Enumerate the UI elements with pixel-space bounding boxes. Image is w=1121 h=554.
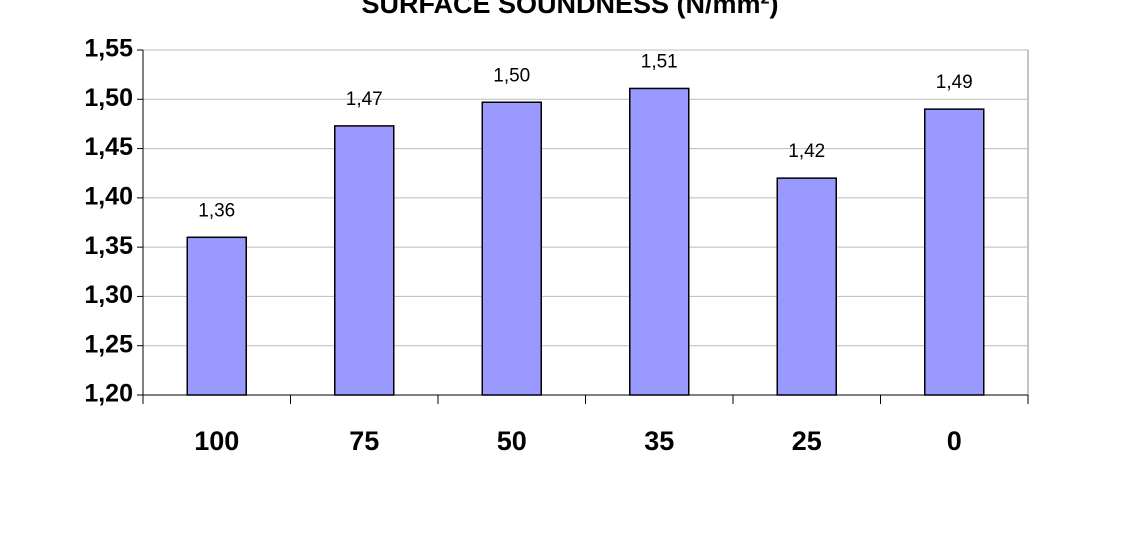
value-label: 1,49: [936, 72, 973, 93]
plot-area: [142, 49, 1029, 396]
y-tick-label: 1,45: [84, 133, 133, 161]
x-tick-label: 25: [792, 426, 822, 456]
y-tick-label: 1,55: [84, 35, 133, 63]
x-tick-label: 35: [644, 426, 674, 456]
y-tick-label: 1,50: [84, 84, 133, 112]
y-tick-label: 1,20: [84, 380, 133, 408]
bar: [924, 108, 985, 396]
chart-title: SURFACE SOUNDNESS (N/mm²): [361, 0, 778, 19]
x-tick-label: 50: [497, 426, 527, 456]
value-label: 1,50: [493, 65, 530, 86]
y-tick-label: 1,40: [84, 182, 133, 210]
bar: [334, 125, 395, 396]
value-label: 1,42: [788, 141, 825, 162]
y-tick-label: 1,30: [84, 281, 133, 309]
value-label: 1,36: [198, 200, 235, 221]
bar: [481, 101, 542, 396]
value-label: 1,51: [641, 51, 678, 72]
bar: [629, 87, 690, 396]
x-tick-label: 0: [947, 426, 962, 456]
x-tick-label: 75: [349, 426, 379, 456]
value-label: 1,47: [346, 89, 383, 110]
bar: [776, 177, 837, 396]
x-tick-label: 100: [194, 426, 239, 456]
y-tick-label: 1,25: [84, 330, 133, 358]
bar: [186, 236, 247, 396]
y-tick-label: 1,35: [84, 232, 133, 260]
